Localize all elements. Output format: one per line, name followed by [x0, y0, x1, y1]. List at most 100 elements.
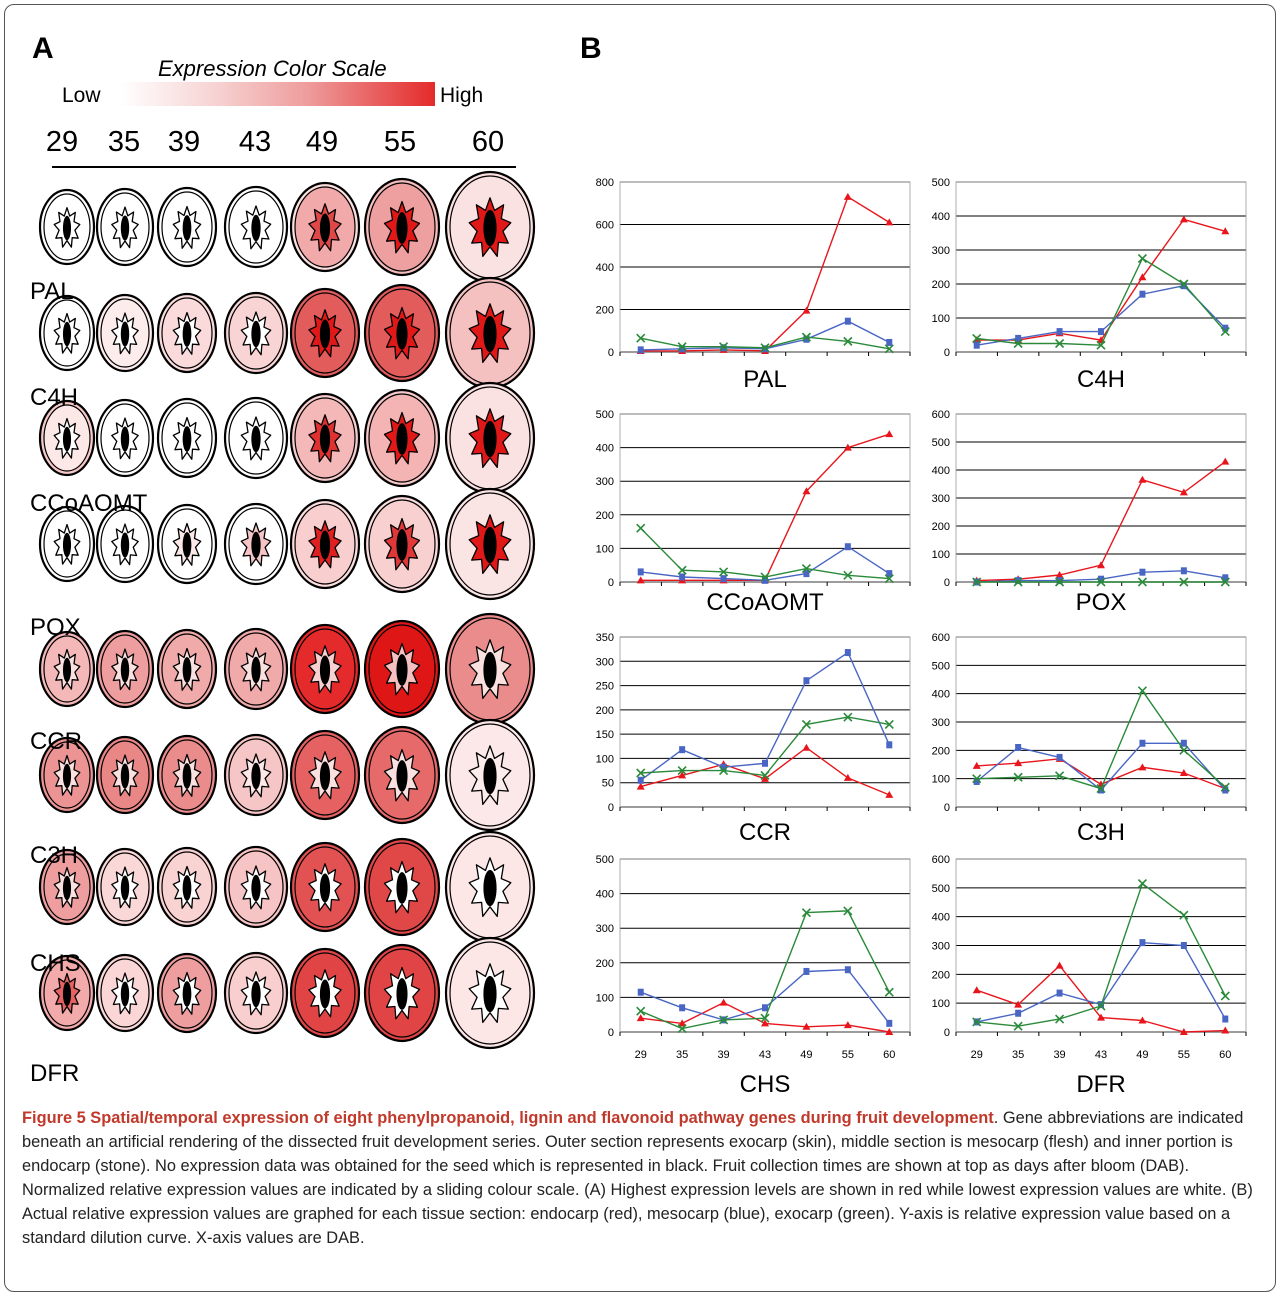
data-point [1055, 771, 1065, 781]
data-point [1179, 577, 1189, 587]
y-tick-label: 50 [602, 778, 614, 790]
chart-c3h: 0 100 200 300 400 500 600 C3H [932, 632, 1247, 846]
data-point [973, 778, 980, 785]
data-point [1179, 279, 1189, 289]
data-point [677, 1023, 687, 1034]
seed [120, 875, 130, 901]
seed [62, 215, 72, 241]
data-point [1098, 575, 1104, 583]
data-point [844, 317, 851, 325]
data-point [1179, 215, 1188, 223]
data-point [679, 573, 686, 581]
plot-frame [955, 858, 1247, 1033]
data-point [760, 343, 770, 353]
color-scale-high-label: High [440, 84, 484, 107]
fruit-section [289, 623, 361, 715]
data-point [1056, 328, 1063, 336]
y-tick-label: 400 [596, 262, 614, 274]
data-point [636, 768, 646, 778]
fruit-section [156, 952, 218, 1034]
seed [483, 757, 497, 795]
color-scale-low-label: Low [62, 84, 101, 107]
gene-label-ccoaomt: CCoAOMT [30, 490, 148, 517]
y-tick-label: 0 [944, 802, 950, 814]
seed [396, 529, 408, 561]
data-point [885, 218, 894, 226]
expression-line-charts: 0200400600800PAL0100200300400500C4H01002… [596, 177, 1247, 1098]
gene-label-ccr: CCR [30, 728, 82, 755]
data-point [1015, 1009, 1022, 1017]
x-tick-label: 39 [717, 1049, 729, 1061]
seed [120, 657, 130, 683]
data-point [843, 443, 852, 451]
data-point [972, 761, 981, 769]
fruit-section [95, 953, 155, 1033]
data-point [1014, 1000, 1023, 1008]
data-point [636, 1006, 646, 1016]
fruit-section [223, 951, 289, 1035]
plot-frame [955, 181, 1247, 353]
chart-dfr: 0 100 200 300 400 500 600 29 35 39 43 49 55 60 DFR [932, 854, 1247, 1098]
y-tick-label: 100 [932, 313, 950, 325]
y-tick-label: 300 [596, 656, 614, 668]
data-point [843, 773, 852, 781]
fruit-section [289, 392, 361, 484]
seed [62, 657, 72, 683]
data-point [760, 770, 770, 780]
seed [182, 215, 192, 241]
data-point [884, 574, 894, 584]
fruit-section [444, 830, 536, 944]
data-point [1055, 1014, 1065, 1024]
data-point [1015, 577, 1022, 585]
fruit-section [289, 498, 361, 590]
y-tick-label: 600 [932, 854, 950, 866]
data-point [637, 776, 644, 784]
data-point [843, 192, 852, 200]
y-tick-label: 500 [932, 660, 950, 672]
data-point [1179, 910, 1189, 920]
data-point [1222, 324, 1229, 332]
fruit-section [95, 847, 155, 927]
days-underline [52, 166, 516, 168]
data-point [844, 543, 851, 551]
x-tick-label: 43 [1095, 1049, 1107, 1061]
data-point [719, 1015, 729, 1025]
y-tick-label: 500 [932, 883, 950, 895]
seed [62, 426, 72, 452]
seed [396, 872, 408, 904]
data-point [1013, 772, 1023, 782]
data-point [843, 570, 853, 580]
chart-title: C4H [1077, 366, 1125, 393]
panel-a-letter: A [32, 32, 54, 65]
data-point [1098, 786, 1104, 794]
data-point [1097, 561, 1105, 569]
seed [319, 530, 331, 560]
gene-label-pox: POX [30, 614, 81, 641]
x-tick-label: 49 [1136, 1049, 1148, 1061]
day-label: 29 [45, 126, 79, 158]
data-point [886, 570, 893, 578]
fruit-section [444, 936, 536, 1050]
y-tick-label: 200 [596, 510, 614, 522]
seed [251, 531, 261, 559]
y-tick-label: 300 [932, 493, 950, 505]
y-tick-label: 400 [932, 912, 950, 924]
data-point [762, 759, 768, 767]
y-tick-label: 300 [932, 941, 950, 953]
fruit-section [363, 837, 441, 937]
data-point [885, 430, 894, 438]
data-point [1013, 1021, 1023, 1031]
x-tick-label: 43 [759, 1049, 771, 1061]
data-point [1096, 1001, 1106, 1011]
series-line [640, 527, 890, 580]
data-point [636, 333, 646, 343]
data-point [679, 746, 686, 754]
data-point [1221, 1026, 1230, 1034]
fruit-section [363, 177, 441, 277]
fruit-section [363, 943, 441, 1043]
y-tick-label: 100 [596, 992, 614, 1004]
data-point [884, 987, 894, 997]
data-point [1179, 745, 1189, 755]
data-point [1055, 571, 1064, 578]
y-tick-label: 0 [944, 347, 950, 359]
